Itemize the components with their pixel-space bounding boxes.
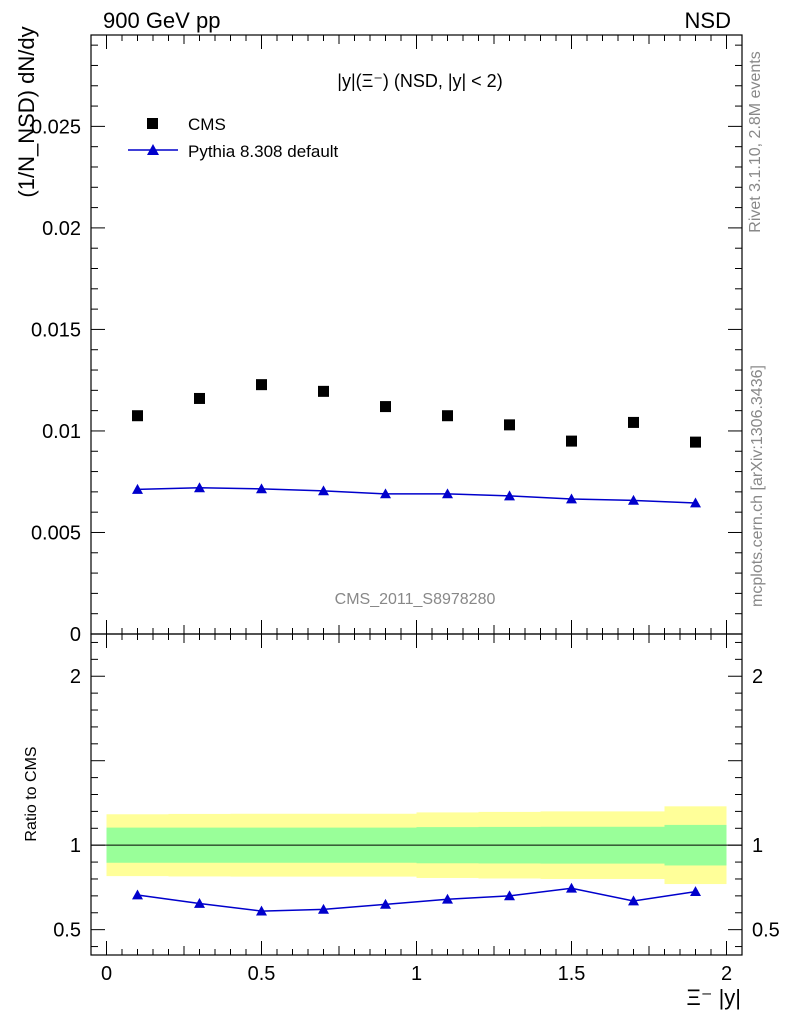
- ratio-y-axis-label: Ratio to CMS: [23, 746, 40, 841]
- main-y-tick-label: 0.01: [42, 421, 81, 443]
- cms-point: [256, 379, 267, 391]
- ratio-line: [137, 887, 696, 912]
- plot-title: |y|(Ξ⁻) (NSD, |y| < 2): [337, 71, 502, 91]
- x-tick-label: 0: [101, 963, 112, 985]
- legend: CMS Pythia 8.308 default: [128, 115, 339, 161]
- main-y-axis-label: (1/N_NSD) dN/dy: [14, 26, 39, 197]
- x-tick-label: 0.5: [248, 963, 276, 985]
- pythia-point: [132, 483, 143, 494]
- pythia-point: [566, 493, 577, 504]
- pythia-point: [442, 488, 453, 499]
- axis-tick-labels: 0 0.5 1 1.5 2 0 0.005 0.01 0.015 0.02 0.025 0.5 0.5 1…: [31, 116, 780, 985]
- ratio-series: [132, 882, 701, 916]
- ratio-point: [256, 905, 267, 916]
- cms-point: [628, 416, 639, 428]
- ratio-point: [318, 903, 329, 914]
- ratio-y-tick-label-right: 1: [752, 835, 763, 857]
- main-y-tick-label: 0.02: [42, 218, 81, 240]
- ratio-plot-frame: [90, 633, 743, 956]
- x-tick-label: 1.5: [558, 963, 586, 985]
- ratio-y-tick-label-right: 2: [752, 666, 763, 688]
- axis-ticks: [91, 35, 742, 955]
- legend-label-cms: CMS: [188, 115, 226, 134]
- cms-point: [566, 435, 577, 447]
- pythia-point: [256, 483, 267, 494]
- analysis-watermark: CMS_2011_S8978280: [335, 591, 496, 608]
- ratio-point: [132, 889, 143, 900]
- ratio-point: [380, 898, 391, 909]
- cms-point: [504, 419, 515, 431]
- pythia-point: [690, 497, 701, 508]
- ratio-y-tick-label: 0.5: [53, 920, 81, 942]
- cms-point: [690, 436, 701, 448]
- ratio-point: [690, 886, 701, 897]
- x-tick-label: 1: [411, 963, 422, 985]
- ratio-y-tick-label-right: 0.5: [752, 920, 780, 942]
- main-y-tick-label: 0.025: [31, 116, 81, 138]
- x-tick-label: 2: [721, 963, 732, 985]
- rivet-note: Rivet 3.1.10, 2.8M events: [747, 51, 764, 232]
- ratio-point: [442, 893, 453, 904]
- pythia-series: [132, 482, 701, 508]
- cms-point: [380, 401, 391, 413]
- cms-point: [318, 385, 329, 397]
- cms-point: [194, 392, 205, 404]
- cms-point: [132, 410, 143, 422]
- pythia-point: [380, 488, 391, 499]
- header-right: NSD: [685, 8, 731, 33]
- ratio-y-tick-label: 1: [70, 835, 81, 857]
- x-axis-label: Ξ⁻ |y|: [687, 985, 741, 1010]
- cms-series: [132, 379, 701, 448]
- main-y-tick-label: 0.015: [31, 319, 81, 341]
- main-y-tick-label: 0: [70, 624, 81, 646]
- legend-marker-pythia: [147, 144, 159, 155]
- pythia-point: [628, 494, 639, 505]
- ratio-y-tick-label: 2: [70, 666, 81, 688]
- ratio-point: [566, 882, 577, 893]
- pythia-line: [137, 487, 696, 504]
- ratio-point: [504, 890, 515, 901]
- pythia-point: [318, 485, 329, 496]
- ratio-point: [194, 897, 205, 908]
- ratio-point: [628, 895, 639, 906]
- main-y-tick-label: 0.005: [31, 522, 81, 544]
- header-left: 900 GeV pp: [103, 8, 220, 33]
- mcplots-note: mcplots.cern.ch [arXiv:1306.3436]: [749, 365, 766, 607]
- legend-label-pythia: Pythia 8.308 default: [188, 142, 339, 161]
- pythia-point: [194, 482, 205, 493]
- legend-marker-cms: [147, 118, 158, 129]
- pythia-point: [504, 490, 515, 501]
- cms-point: [442, 410, 453, 422]
